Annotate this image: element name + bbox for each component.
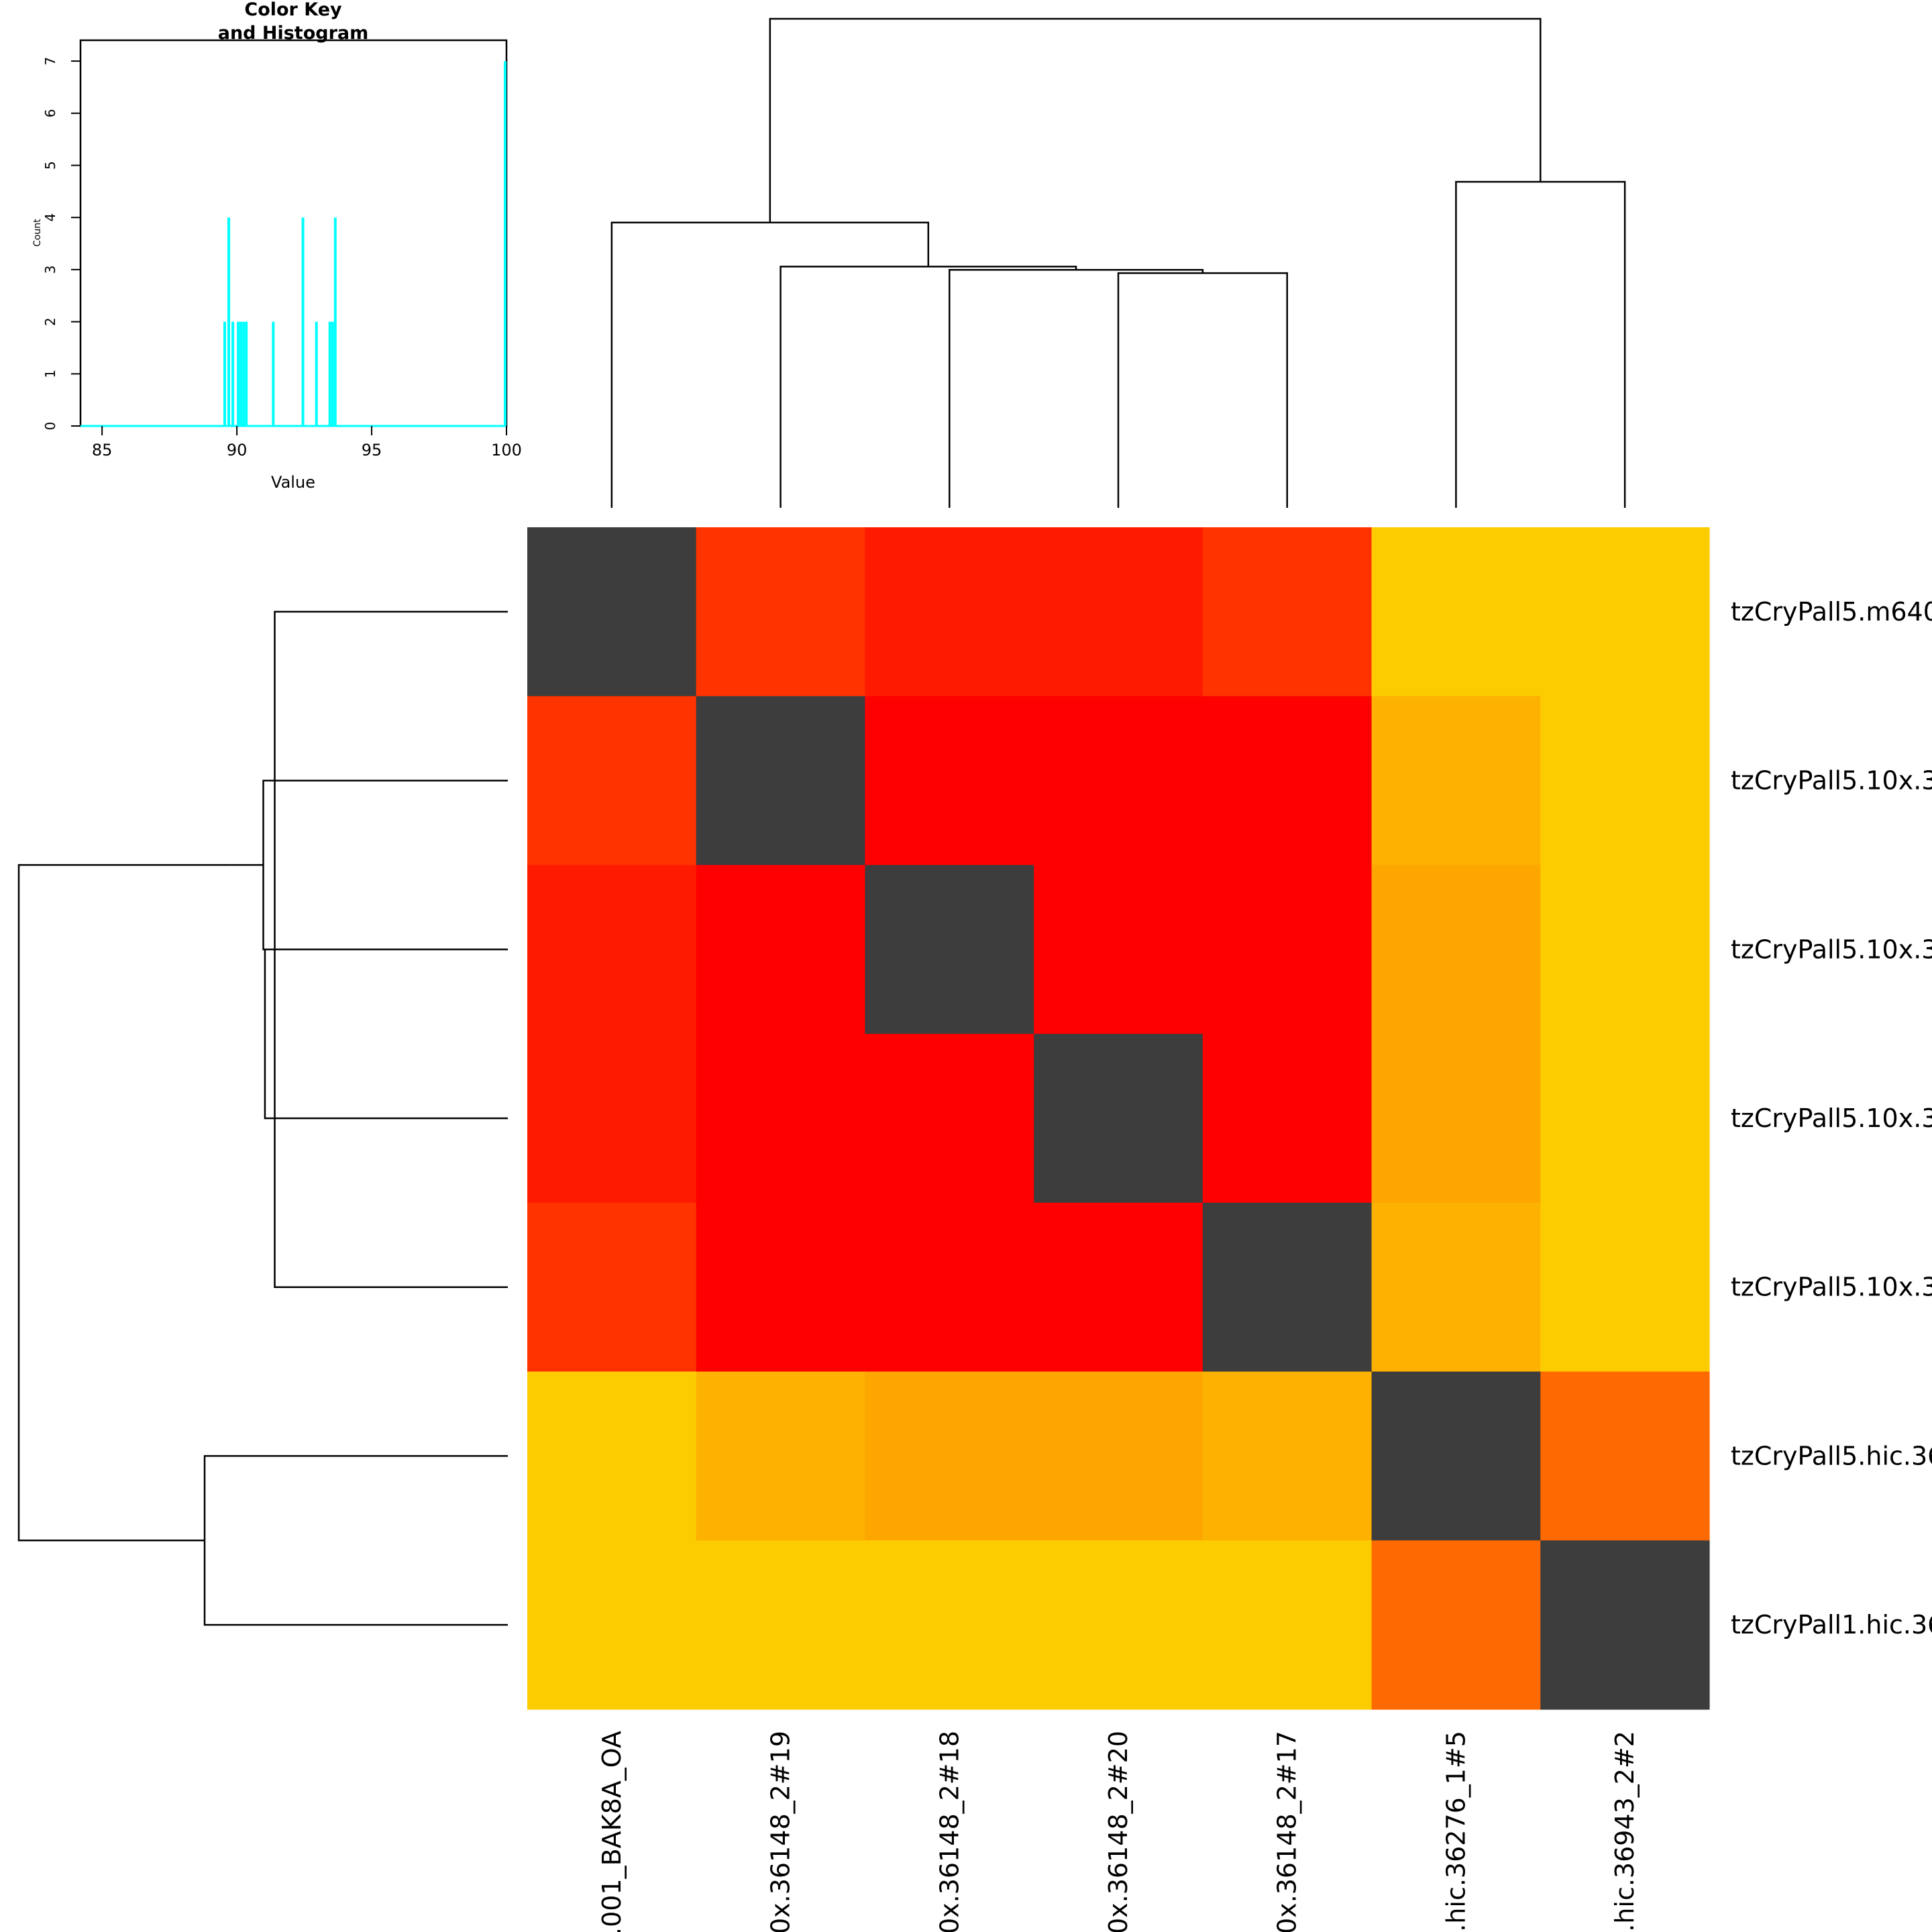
heatmap-cell xyxy=(527,696,697,866)
row-label: tzCryPall5.10x.3 xyxy=(1731,1104,1932,1133)
y-tick-label: 2 xyxy=(42,317,58,326)
column-label: 0x.36148_2#19 xyxy=(766,1731,796,1932)
heatmap-cell xyxy=(1371,527,1541,697)
heatmap-cell xyxy=(1371,1034,1541,1203)
heatmap-cell xyxy=(527,527,697,697)
heatmap-cell xyxy=(696,696,866,866)
x-tick-label: 90 xyxy=(227,441,248,460)
column-label: 0x.36148_2#18 xyxy=(934,1731,964,1932)
column-label: .hic.36943_2#2 xyxy=(1610,1731,1640,1932)
heatmap-cell xyxy=(865,1371,1034,1541)
heatmap-cell xyxy=(1034,1202,1203,1373)
heatmap-cell xyxy=(1540,696,1710,866)
y-tick-label: 3 xyxy=(42,266,58,274)
heatmap-cell xyxy=(1202,696,1373,866)
heatmap-cell xyxy=(1540,1034,1710,1203)
heatmap-cell xyxy=(1202,1540,1373,1710)
histogram-x-label: Value xyxy=(271,473,315,492)
heatmap-cell xyxy=(696,865,866,1034)
heatmap-cell xyxy=(1034,527,1203,697)
histogram-y-ticks: 0 1 2 3 4 5 6 7 xyxy=(42,57,80,431)
heatmap-cell xyxy=(527,865,697,1034)
row-label: tzCryPall5.10x.3 xyxy=(1731,766,1932,796)
heatmap-cell xyxy=(865,527,1034,697)
heatmap-cell xyxy=(696,527,866,697)
heatmap-cell xyxy=(527,1540,697,1710)
heatmap-cell xyxy=(865,696,1034,866)
column-dendrogram xyxy=(610,17,1626,508)
heatmap-cell xyxy=(1034,696,1203,866)
heatmap-cell xyxy=(1371,865,1541,1034)
heatmap-cell xyxy=(1034,1540,1203,1710)
heatmap-cell xyxy=(1540,1540,1710,1710)
color-key-title: Color Key xyxy=(244,0,342,20)
heatmap-cell xyxy=(1540,865,1710,1034)
y-tick-label: 1 xyxy=(42,370,58,378)
heatmap-cell xyxy=(1034,1034,1203,1203)
histogram-y-label: Count xyxy=(32,219,43,247)
dendrogram-branch xyxy=(769,17,1542,223)
heatmap-cell xyxy=(1202,1034,1373,1203)
histogram-x-ticks: 85 90 95 100 xyxy=(92,426,522,460)
y-tick-label: 4 xyxy=(42,213,58,222)
row-label: tzCryPall5.hic.36 xyxy=(1731,1441,1932,1470)
heatmap-cell xyxy=(527,1371,697,1541)
heatmap-cell xyxy=(696,1034,866,1203)
heatmap-cell xyxy=(527,1034,697,1203)
column-label: .001_BAK8A_OA xyxy=(597,1731,627,1932)
dendrogram-branch xyxy=(264,949,508,1120)
column-label: 0x.36148_2#17 xyxy=(1273,1731,1302,1932)
heatmap-cell xyxy=(865,865,1034,1034)
y-tick-label: 6 xyxy=(42,109,58,117)
heatmap-cell xyxy=(527,1202,697,1373)
heatmap-cell xyxy=(1371,1202,1541,1373)
column-label: .hic.36276_1#5 xyxy=(1441,1731,1470,1932)
x-tick-label: 95 xyxy=(362,441,382,460)
heatmap-cell xyxy=(1034,1371,1203,1541)
dendrogram-branch xyxy=(17,864,231,1542)
row-label: tzCryPall5.10x.3 xyxy=(1731,1273,1932,1302)
heatmap-cell xyxy=(1202,1371,1373,1541)
row-label: tzCryPall5.m640 xyxy=(1731,597,1932,627)
heatmap-cell xyxy=(1540,1371,1710,1541)
heatmap-cell xyxy=(1540,527,1710,697)
x-tick-label: 100 xyxy=(491,441,522,460)
y-tick-label: 5 xyxy=(42,161,58,170)
heatmap-cell xyxy=(1540,1202,1710,1373)
heatmap-cell xyxy=(696,1202,866,1373)
heatmap-cells xyxy=(527,527,1710,1710)
heatmap-cell xyxy=(1202,527,1373,697)
column-labels: .001_BAK8A_OA 0x.36148_2#19 0x.36148_2#18 0… xyxy=(597,1731,1640,1932)
row-dendrogram xyxy=(17,610,508,1626)
y-tick-label: 7 xyxy=(42,57,58,66)
column-label: 0x.36148_2#20 xyxy=(1104,1731,1133,1932)
heatmap-cell xyxy=(696,1371,866,1541)
heatmap-cell xyxy=(1371,696,1541,866)
row-label: tzCryPall1.hic.36 xyxy=(1731,1610,1932,1640)
heatmap-cell xyxy=(1202,865,1373,1034)
x-tick-label: 85 xyxy=(92,441,113,460)
row-label: tzCryPall5.10x.3 xyxy=(1731,934,1932,964)
heatmap-cell xyxy=(1371,1371,1541,1541)
heatmap-cell xyxy=(865,1202,1034,1373)
y-tick-label: 0 xyxy=(42,422,58,431)
heatmap-cell xyxy=(1371,1540,1541,1710)
row-labels: tzCryPall5.m640 tzCryPall5.10x.3 tzCryPall… xyxy=(1731,597,1932,1640)
heatmap-cell xyxy=(865,1540,1034,1710)
heatmap-cell xyxy=(865,1034,1034,1203)
heatmap-cell xyxy=(1202,1202,1373,1373)
heatmap-cell xyxy=(696,1540,866,1710)
histogram-bars xyxy=(80,61,506,427)
color-key-panel: Color Key and Histogram 85 90 95 100 012345… xyxy=(32,0,522,492)
heatmap-cell xyxy=(1034,865,1203,1034)
